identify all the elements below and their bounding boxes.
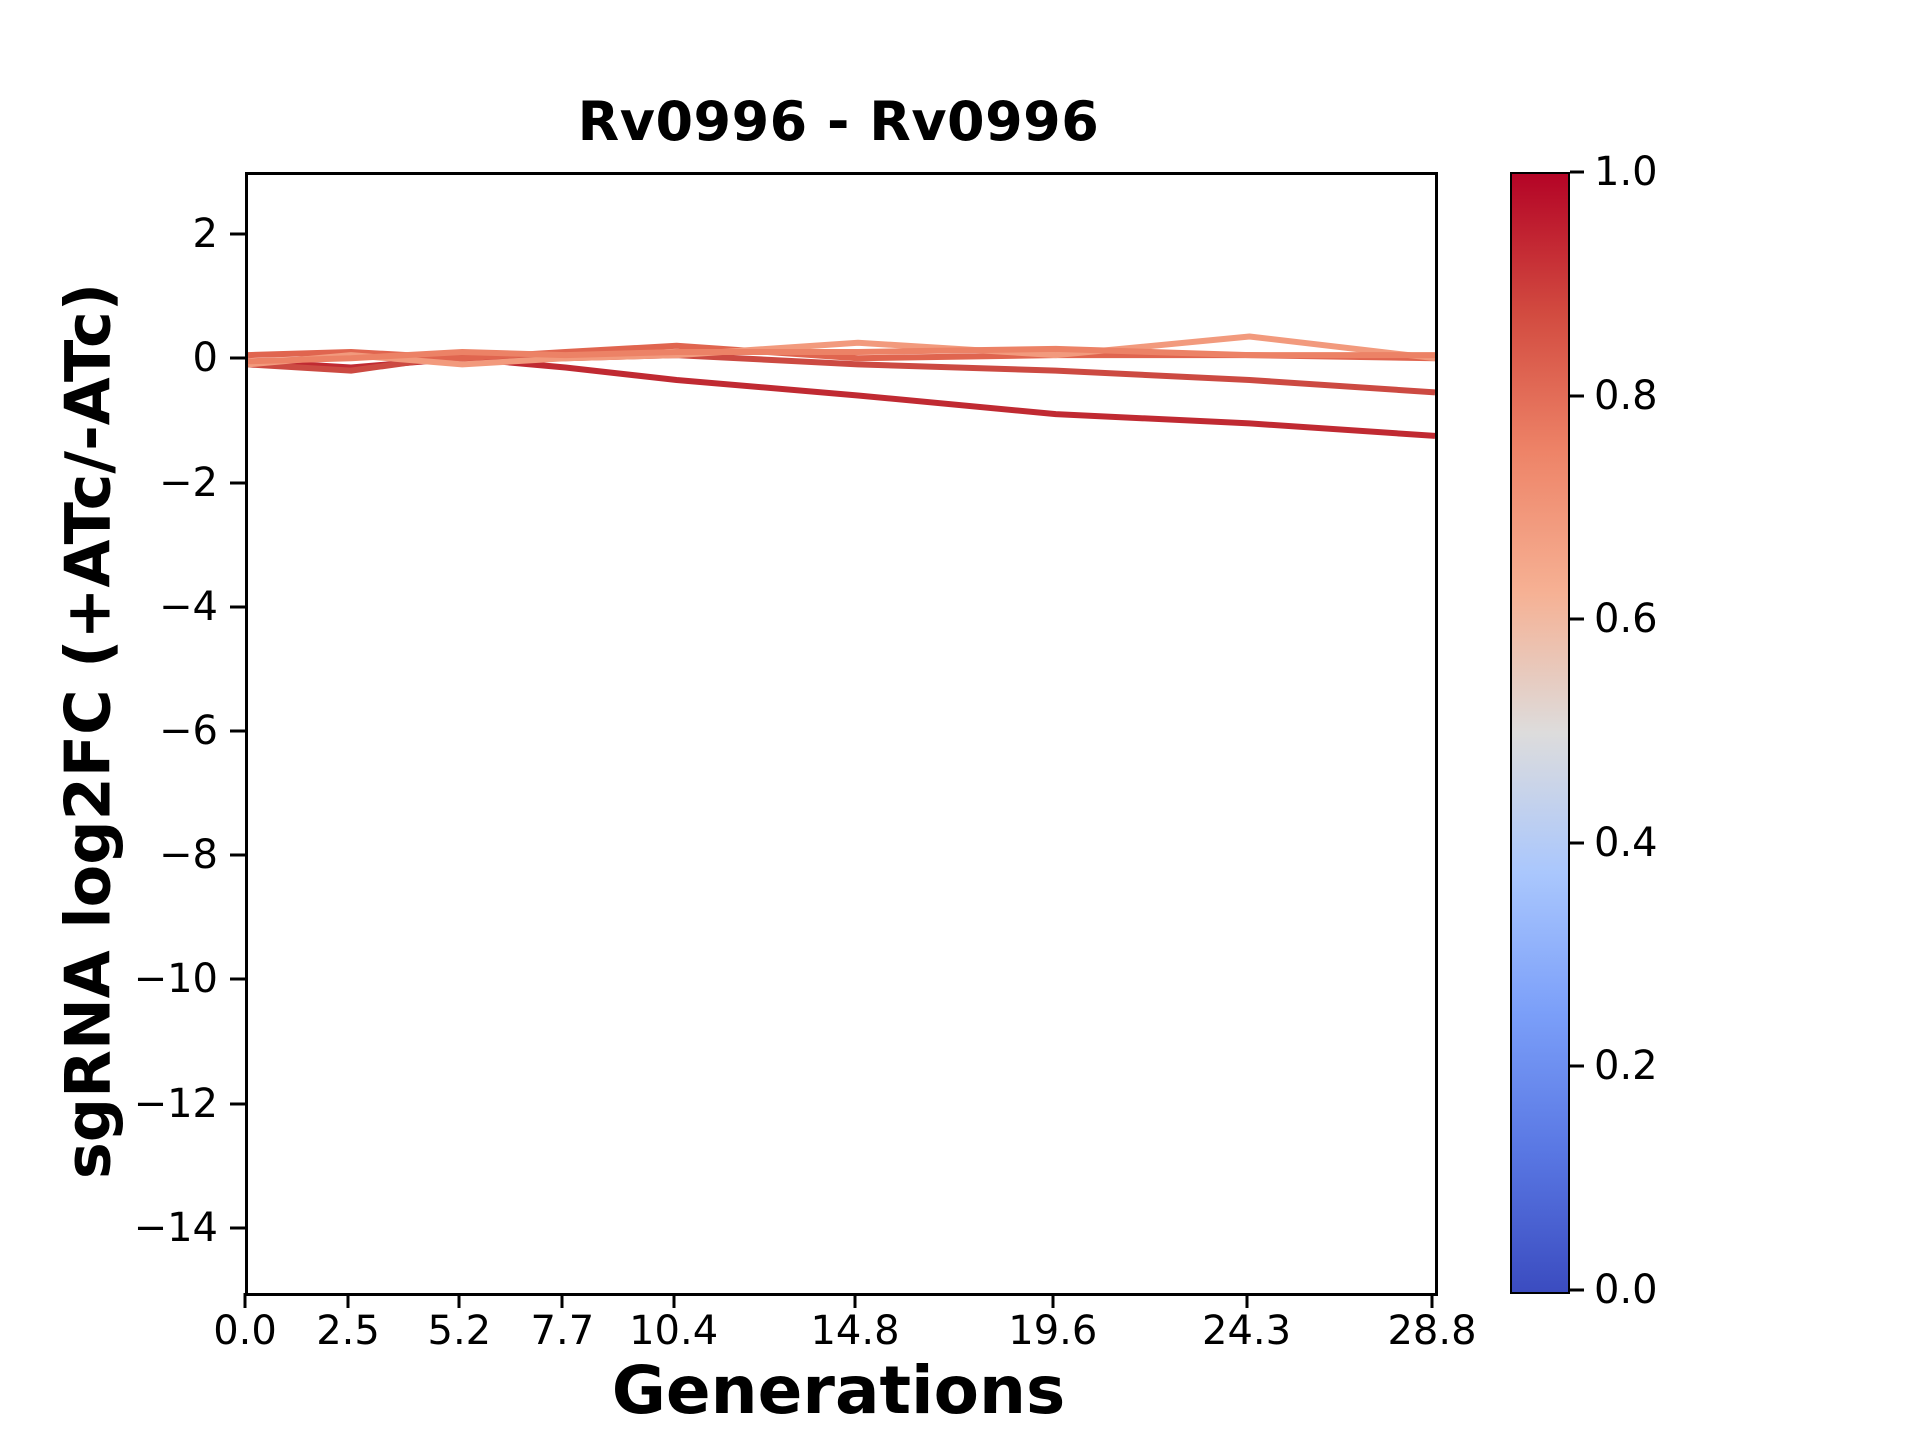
- colorbar-tick-mark: [1570, 617, 1584, 621]
- y-tick-label: −10: [133, 956, 218, 1003]
- x-tick-mark: [457, 1293, 461, 1308]
- x-tick-mark: [1051, 1293, 1055, 1308]
- x-tick-mark: [243, 1293, 247, 1308]
- x-tick-label: 0.0: [213, 1308, 277, 1354]
- y-tick-label: −6: [159, 708, 218, 754]
- y-tick-label: −4: [159, 583, 218, 630]
- x-axis-label: Generations: [611, 1352, 1066, 1429]
- y-tick-label: −14: [133, 1204, 218, 1251]
- colorbar-tick-label: 1.0: [1594, 149, 1658, 195]
- series-line-sgRNA-1: [248, 355, 1435, 439]
- series-line-sgRNA-5: [248, 345, 1435, 365]
- x-tick-label: 19.6: [1008, 1308, 1098, 1354]
- x-tick-label: 24.3: [1202, 1308, 1292, 1354]
- colorbar-tick-label: 0.8: [1594, 372, 1658, 419]
- colorbar-tick-label: 0.2: [1594, 1043, 1658, 1090]
- colorbar: [1510, 172, 1570, 1294]
- x-tick-label: 14.8: [810, 1308, 900, 1354]
- x-tick-mark: [1430, 1293, 1434, 1308]
- y-tick-mark: [230, 729, 245, 733]
- colorbar-tick-label: 0.4: [1594, 819, 1658, 866]
- y-tick-label: −8: [159, 832, 218, 879]
- x-tick-mark: [560, 1293, 564, 1308]
- chart-title: Rv0996 - Rv0996: [577, 90, 1100, 153]
- colorbar-tick-mark: [1570, 1288, 1584, 1292]
- x-tick-mark: [672, 1293, 676, 1308]
- line-plot: [248, 333, 1435, 439]
- colorbar-tick-mark: [1570, 394, 1584, 398]
- y-tick-mark: [230, 1102, 245, 1106]
- colorbar-tick-label: 0.6: [1594, 596, 1658, 643]
- y-tick-label: −2: [159, 459, 218, 506]
- x-tick-label: 7.7: [530, 1308, 595, 1354]
- colorbar-tick-label: 0.0: [1594, 1267, 1658, 1313]
- y-tick-label: 0: [192, 335, 218, 382]
- colorbar-tick-mark: [1570, 170, 1584, 174]
- y-tick-mark: [230, 356, 245, 360]
- x-tick-mark: [853, 1293, 857, 1308]
- y-tick-mark: [230, 1226, 245, 1230]
- plot-area: [245, 172, 1438, 1296]
- x-tick-label: 10.4: [629, 1308, 719, 1354]
- y-tick-mark: [230, 605, 245, 609]
- y-tick-label: −12: [133, 1080, 218, 1127]
- x-tick-label: 2.5: [316, 1308, 380, 1354]
- x-tick-label: 5.2: [427, 1308, 492, 1354]
- y-tick-mark: [230, 977, 245, 981]
- y-tick-mark: [230, 232, 245, 236]
- x-tick-mark: [346, 1293, 350, 1308]
- colorbar-tick-mark: [1570, 841, 1584, 845]
- y-tick-mark: [230, 481, 245, 485]
- y-tick-label: 2: [192, 211, 218, 258]
- x-tick-label: 28.8: [1387, 1308, 1477, 1354]
- x-tick-mark: [1245, 1293, 1249, 1308]
- colorbar-tick-mark: [1570, 1064, 1584, 1068]
- y-tick-mark: [230, 853, 245, 857]
